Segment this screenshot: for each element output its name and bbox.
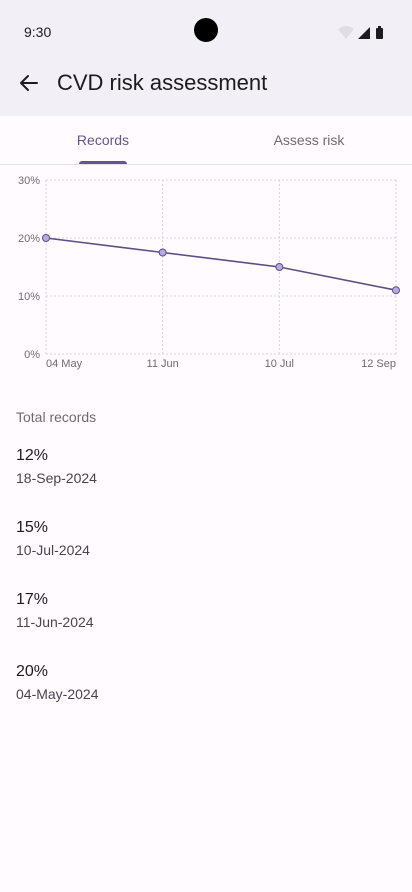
record-item[interactable]: 20% 04-May-2024 xyxy=(0,656,412,728)
status-time: 9:30 xyxy=(24,24,52,40)
app-bar: CVD risk assessment xyxy=(0,50,412,116)
tab-indicator xyxy=(79,161,127,164)
data-point xyxy=(392,286,400,295)
risk-line-chart: 30% 20% 10% 0% 04 May 11 Jun 10 Jul 12 Sep xyxy=(18,175,400,370)
y-tick-label: 0% xyxy=(24,349,40,361)
record-item[interactable]: 12% 18-Sep-2024 xyxy=(0,440,412,512)
record-item[interactable]: 17% 11-Jun-2024 xyxy=(0,584,412,656)
signal-icon xyxy=(358,27,370,39)
record-value: 17% xyxy=(16,591,49,608)
x-tick-label: 11 Jun xyxy=(147,358,179,370)
records-list: 12% 18-Sep-2024 15% 10-Jul-2024 17% 11-J… xyxy=(0,440,412,728)
chart-grid xyxy=(45,179,397,355)
record-value: 20% xyxy=(16,663,49,680)
x-axis-ticks: 04 May 11 Jun 10 Jul 12 Sep xyxy=(46,358,396,370)
page-title: CVD risk assessment xyxy=(57,70,268,95)
y-tick-label: 30% xyxy=(18,175,40,187)
y-tick-label: 10% xyxy=(18,291,40,303)
y-tick-label: 20% xyxy=(18,233,40,245)
record-date: 11-Jun-2024 xyxy=(16,614,94,630)
records-section-header: Total records xyxy=(16,409,97,425)
record-date: 18-Sep-2024 xyxy=(16,470,97,486)
x-tick-label: 12 Sep xyxy=(361,358,396,370)
data-point xyxy=(275,263,284,271)
status-icons xyxy=(338,26,383,39)
wifi-icon xyxy=(338,26,354,39)
record-date: 04-May-2024 xyxy=(16,686,99,702)
battery-icon xyxy=(376,28,383,39)
record-value: 12% xyxy=(16,447,49,464)
tab-records[interactable]: Records xyxy=(76,132,130,148)
arrow-back-icon xyxy=(20,75,38,91)
record-item[interactable]: 15% 10-Jul-2024 xyxy=(0,512,412,584)
data-points xyxy=(42,234,400,295)
x-tick-label: 04 May xyxy=(46,358,83,370)
series-line xyxy=(45,237,397,291)
tab-bar: Records Assess risk xyxy=(0,116,412,165)
y-axis-ticks: 30% 20% 10% 0% xyxy=(18,175,40,361)
camera-cutout xyxy=(194,18,218,42)
back-button[interactable] xyxy=(12,60,46,106)
data-point xyxy=(158,248,167,257)
data-point xyxy=(42,234,50,242)
status-bar: 9:30 xyxy=(0,0,412,50)
x-tick-label: 10 Jul xyxy=(265,358,294,370)
record-value: 15% xyxy=(16,519,49,536)
tab-assess-risk[interactable]: Assess risk xyxy=(273,132,345,148)
record-date: 10-Jul-2024 xyxy=(16,542,90,558)
